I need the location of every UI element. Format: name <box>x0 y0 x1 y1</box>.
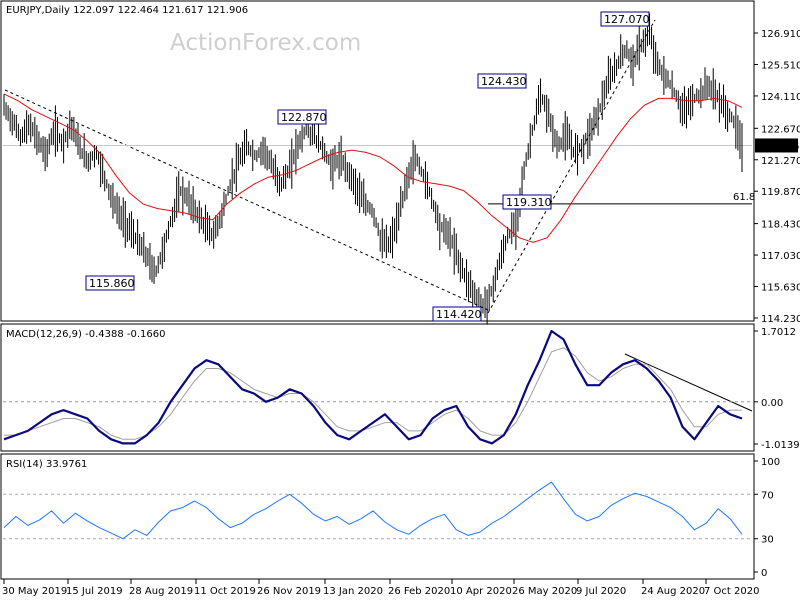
watermark: ActionForex.com <box>170 30 361 56</box>
annotation-label: 122.870 <box>281 111 327 124</box>
price-tick-label: 125.510 <box>761 60 800 71</box>
price-tick-label: 126.910 <box>761 29 800 40</box>
x-tick-label: 10 Apr 2020 <box>450 586 512 597</box>
price-layer: 61.8 122.870 115.860 124.430 127.070 119.310 1… <box>3 11 755 325</box>
rsi-tick-label: 100 <box>761 457 780 468</box>
annotation-label: 115.860 <box>89 277 135 290</box>
up-trendline <box>487 19 656 314</box>
x-tick-label: 9 Jul 2020 <box>576 586 626 597</box>
annotation-label: 127.070 <box>604 13 650 26</box>
current-price-badge <box>755 138 798 153</box>
rsi-tick-label: 0 <box>761 568 767 579</box>
rsi-tick-label: 30 <box>761 535 774 546</box>
annotation-box <box>432 306 482 322</box>
x-tick-label: 7 Oct 2020 <box>704 586 759 597</box>
price-panel-frame <box>0 0 755 322</box>
x-tick-label: 13 Jan 2020 <box>323 586 383 597</box>
macd-layer <box>3 329 752 445</box>
annotation-label: 124.430 <box>481 75 527 88</box>
macd-title: MACD(12,26,9) -0.4388 -0.1660 <box>6 329 166 340</box>
axis-layer: 126.910 125.510 124.110 122.670 121.270 119.8… <box>2 29 800 597</box>
annotation-label: 114.420 <box>436 308 482 321</box>
rsi-line <box>3 481 743 540</box>
price-tick-label: 114.230 <box>761 314 800 325</box>
annotation-box <box>600 11 650 27</box>
macd-signal-line <box>4 347 742 440</box>
price-tick-label: 115.630 <box>761 283 800 294</box>
x-tick-label: 28 Aug 2019 <box>129 586 193 597</box>
rsi-title: RSI(14) 33.9761 <box>6 459 87 470</box>
x-tick-label: 26 Nov 2019 <box>257 586 321 597</box>
fib-label: 61.8 <box>733 192 755 203</box>
down-trendline <box>4 89 489 311</box>
annotation-box <box>277 109 327 125</box>
price-tick-label: 118.430 <box>761 220 800 231</box>
price-tick-label: 121.270 <box>761 156 800 167</box>
price-tick-label: 119.870 <box>761 187 800 198</box>
macd-tick-label: -1.0139 <box>761 440 800 451</box>
annotation-box <box>85 275 135 291</box>
x-tick-label: 24 Aug 2020 <box>641 586 705 597</box>
macd-line <box>3 329 743 445</box>
macd-panel-frame <box>0 323 755 452</box>
moving-average-line <box>3 93 743 243</box>
x-tick-label: 11 Oct 2019 <box>194 586 256 597</box>
annotation-box <box>477 73 527 89</box>
x-tick-label: 15 Jul 2019 <box>66 586 123 597</box>
current-price-label: 121.906 <box>758 141 799 152</box>
x-tick-label: 26 Feb 2020 <box>388 586 450 597</box>
price-tick-label: 122.670 <box>761 124 800 135</box>
price-tick-label: 117.030 <box>761 251 800 262</box>
macd-tick-label: 1.7012 <box>761 327 796 338</box>
rsi-layer <box>3 481 752 540</box>
price-tick-label: 124.110 <box>761 92 800 103</box>
rsi-tick-label: 70 <box>761 490 774 501</box>
annotation-box <box>502 194 552 210</box>
annotation-label: 119.310 <box>506 196 552 209</box>
rsi-panel-frame <box>0 453 755 580</box>
x-tick-label: 30 May 2019 <box>2 586 67 597</box>
price-title: EURJPY,Daily 122.097 122.464 121.617 121… <box>6 5 248 16</box>
x-tick-label: 26 May 2020 <box>512 586 577 597</box>
macd-trendline <box>624 353 753 412</box>
macd-tick-label: 0.00 <box>761 398 783 409</box>
